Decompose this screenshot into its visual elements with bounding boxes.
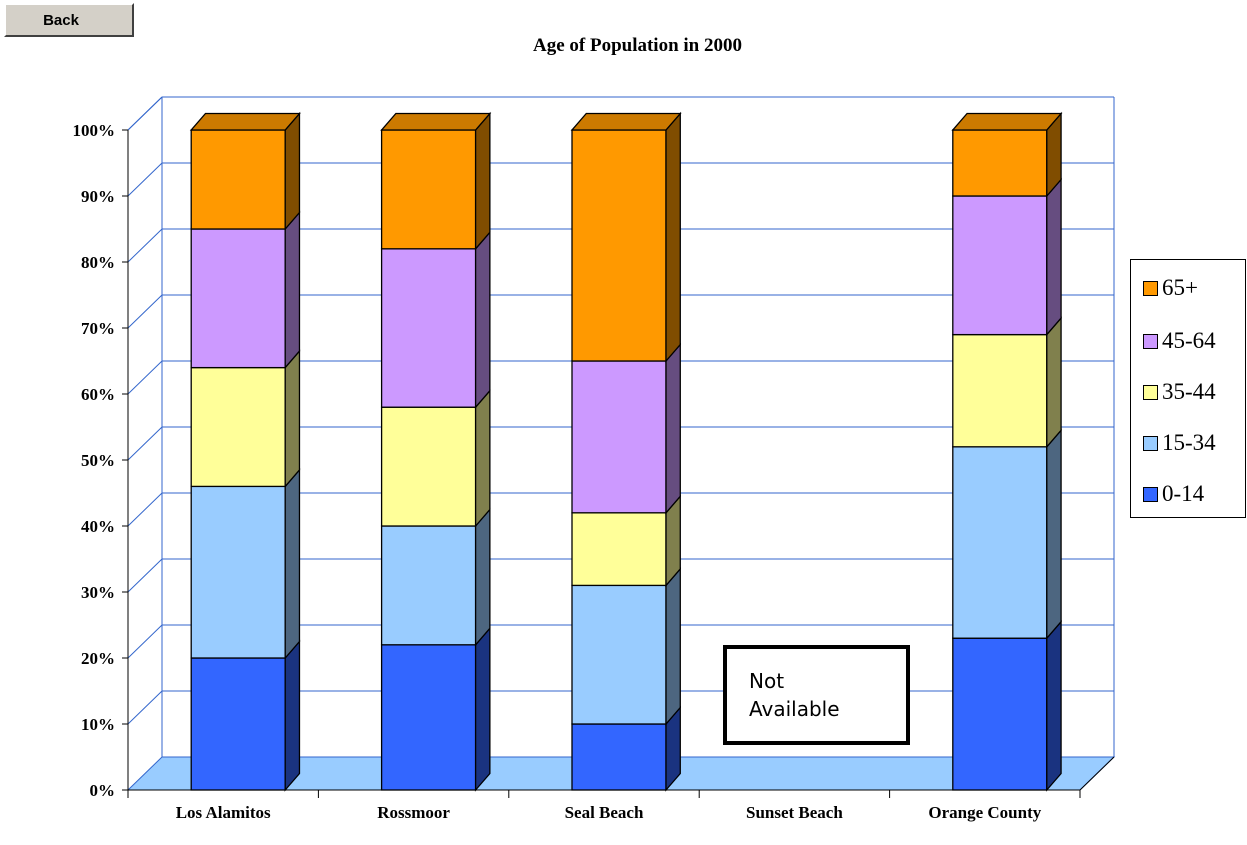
gridline-side: [127, 492, 163, 527]
bar-side-45-64: [665, 342, 681, 515]
bar-segment-45-64: [190, 228, 286, 369]
back-button[interactable]: Back: [4, 3, 134, 37]
x-tick-label: Los Alamitos: [176, 803, 271, 822]
gridline-side: [127, 294, 163, 329]
bar-segment-35-44: [571, 512, 667, 587]
bar-side-65plus: [665, 111, 681, 363]
not-available-box: Not Available: [723, 645, 910, 745]
bar-segment-15-34: [571, 584, 667, 725]
bar-side-35-44: [284, 349, 301, 489]
bar-segment-45-64: [571, 360, 667, 514]
y-tick-label: 50%: [81, 451, 115, 470]
bar-side-0-14: [1046, 619, 1062, 792]
legend-swatch-35-44: [1143, 384, 1158, 400]
legend-swatch-15-34: [1143, 435, 1158, 451]
bar-segment-15-34: [190, 485, 286, 659]
y-tick-label: 0%: [90, 781, 116, 800]
bar-side-0-14: [474, 626, 491, 792]
bar-side-15-34: [474, 507, 491, 647]
bar-side-45-64: [474, 230, 491, 409]
legend-label-65plus: 65+: [1162, 275, 1198, 300]
bar-top-65plus: [570, 112, 682, 131]
y-tick-label: 60%: [81, 385, 115, 404]
bar-segment-35-44: [190, 366, 286, 488]
bar-side-65plus: [284, 111, 301, 231]
legend-swatch-0-14: [1143, 486, 1158, 502]
x-tick-label: Sunset Beach: [746, 803, 843, 822]
side-wall-top-edge: [127, 96, 163, 131]
x-axis-depth: [1079, 756, 1115, 791]
bar-segment-0-14: [952, 637, 1048, 791]
bar-side-35-44: [474, 388, 491, 528]
y-tick-label: 100%: [73, 121, 116, 140]
y-tick-label: 70%: [81, 319, 115, 338]
legend-label-35-44: 35-44: [1162, 379, 1216, 404]
not-available-line-1: Not: [749, 669, 785, 693]
legend-item-65plus: 65+: [1143, 273, 1198, 303]
y-tick-label: 20%: [81, 649, 115, 668]
legend-swatch-45-64: [1143, 333, 1158, 349]
y-tick-label: 10%: [81, 715, 115, 734]
gridline-side: [127, 360, 163, 395]
y-tick-label: 30%: [81, 583, 115, 602]
x-tick-label: Orange County: [928, 803, 1041, 822]
gridline-side: [127, 558, 163, 593]
gridline-side: [127, 624, 163, 659]
bar-side-45-64: [284, 210, 301, 370]
legend-item-0-14: 0-14: [1143, 479, 1204, 509]
gridline-side: [127, 690, 163, 725]
legend-label-15-34: 15-34: [1162, 430, 1216, 455]
y-tick-label: 80%: [81, 253, 115, 272]
bar-segment-65plus: [190, 129, 286, 230]
bar-segment-35-44: [380, 406, 477, 527]
gridline-side: [127, 162, 163, 197]
chart-title: Age of Population in 2000: [0, 35, 1247, 57]
bar-top-65plus: [380, 112, 492, 131]
gridline-side: [127, 228, 163, 263]
y-tick-label: 90%: [81, 187, 115, 206]
legend-item-45-64: 45-64: [1143, 326, 1216, 356]
bar-segment-35-44: [952, 333, 1048, 448]
bar-top-65plus: [951, 112, 1063, 131]
bar-side-35-44: [1046, 316, 1062, 449]
legend-label-0-14: 0-14: [1162, 481, 1205, 506]
bar-side-0-14: [284, 639, 301, 792]
bar-side-15-34: [665, 567, 681, 726]
bar-segment-65plus: [952, 129, 1048, 197]
bar-segment-0-14: [380, 644, 477, 791]
bar-side-15-34: [1046, 428, 1062, 640]
bar-segment-0-14: [190, 657, 286, 791]
legend-swatch-65plus: [1143, 280, 1158, 296]
gridline-side: [127, 426, 163, 461]
not-available-line-2: Available: [749, 697, 840, 721]
bar-top-65plus: [189, 112, 301, 131]
bar-segment-45-64: [952, 195, 1048, 336]
bar-side-45-64: [1046, 177, 1062, 337]
legend-label-45-64: 45-64: [1162, 328, 1216, 353]
legend-item-35-44: 35-44: [1143, 377, 1216, 407]
legend-item-15-34: 15-34: [1143, 428, 1216, 458]
x-tick-label: Seal Beach: [565, 803, 644, 822]
bar-segment-0-14: [571, 723, 667, 791]
bar-side-15-34: [284, 468, 301, 660]
bar-segment-15-34: [952, 446, 1048, 639]
bar-segment-15-34: [380, 525, 477, 646]
bar-segment-65plus: [380, 129, 477, 250]
back-button-label: Back: [43, 11, 79, 29]
bar-segment-45-64: [380, 248, 477, 408]
chart-title-text: Age of Population in 2000: [532, 35, 743, 56]
bar-segment-65plus: [571, 129, 667, 362]
y-tick-label: 40%: [81, 517, 115, 536]
x-tick-label: Rossmoor: [377, 803, 450, 822]
chart-legend: 65+ 45-64 35-44 15-34 0-14: [1130, 259, 1246, 518]
bar-side-65plus: [474, 111, 491, 251]
